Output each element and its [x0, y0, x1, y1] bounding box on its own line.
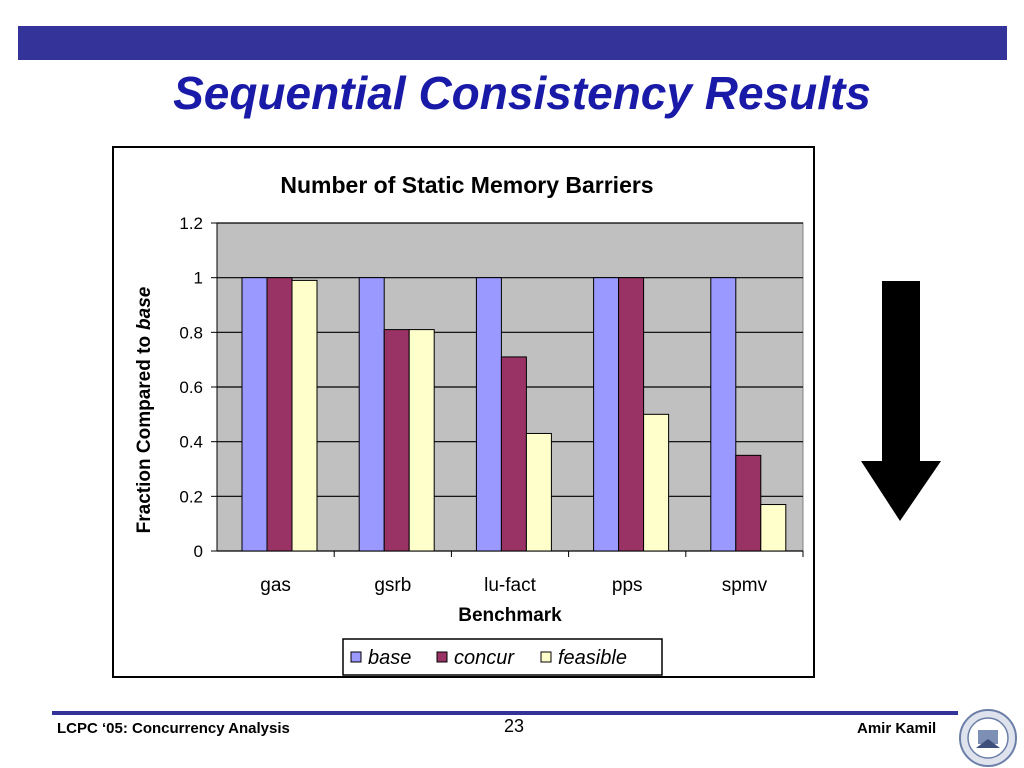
x-tick-label: gsrb	[374, 575, 411, 596]
chart-frame: Number of Static Memory Barriers 0 0.2 0.4…	[112, 146, 815, 678]
down-arrow-icon	[861, 281, 941, 521]
legend-label-concur: concur	[454, 647, 515, 669]
bar-base-spmv	[710, 277, 737, 552]
legend-label-feasible: feasible	[558, 647, 627, 669]
y-axis-label-emphasis: base	[134, 286, 155, 330]
y-tick-label: 0.4	[179, 433, 203, 452]
bar-feasible-pps	[643, 413, 670, 552]
footer-author: Amir Kamil	[857, 720, 937, 737]
bar-base-pps	[593, 277, 620, 552]
y-tick-label: 0.6	[179, 378, 203, 397]
bar-base-gas	[241, 277, 268, 552]
bar-concur-spmv	[735, 454, 762, 552]
legend-swatch-base	[350, 651, 362, 663]
bar-concur-pps	[618, 277, 645, 552]
bar-concur-gas	[266, 277, 293, 552]
x-tick-label: lu-fact	[484, 575, 536, 596]
university-seal-icon	[959, 709, 1017, 767]
legend-swatch-feasible	[540, 651, 552, 663]
legend-label-base: base	[368, 647, 411, 669]
legend-swatch-concur	[436, 651, 448, 663]
x-axis-label: Benchmark	[458, 605, 562, 626]
x-tick-label: spmv	[722, 575, 768, 596]
bar-concur-lu-fact	[500, 356, 527, 552]
y-tick-label: 1	[194, 269, 203, 288]
bar-feasible-gas	[291, 279, 318, 552]
legend-box	[342, 638, 663, 676]
y-tick-label: 0.8	[179, 323, 203, 342]
page-number: 23	[503, 716, 525, 736]
bar-feasible-gsrb	[408, 329, 435, 552]
bar-base-lu-fact	[475, 277, 502, 552]
y-tick-label: 0	[194, 542, 203, 561]
y-tick-label: 0.2	[179, 487, 203, 506]
chart-title: Number of Static Memory Barriers	[280, 172, 653, 198]
bar-feasible-spmv	[760, 504, 787, 552]
y-axis-label: Fraction Compared to base	[134, 286, 155, 533]
footer-divider	[52, 711, 958, 715]
footer-left-text: LCPC ‘05: Concurrency Analysis	[57, 720, 290, 737]
legend: base concur feasible	[342, 638, 663, 676]
bar-base-gsrb	[358, 277, 385, 552]
plot-area: 0 0.2 0.4 0.6 0.8 1 1.2 gas gsrb lu-fact pps spmv	[179, 214, 804, 596]
x-tick-label: gas	[260, 575, 291, 596]
bar-concur-gsrb	[383, 329, 410, 552]
y-tick-label: 1.2	[179, 214, 203, 233]
top-bar	[18, 26, 1007, 60]
y-axis-label-prefix: Fraction Compared to	[134, 336, 155, 533]
slide-title: Sequential Consistency Results	[173, 67, 871, 119]
bar-feasible-lu-fact	[525, 432, 552, 552]
bar-chart: Number of Static Memory Barriers 0 0.2 0.4…	[134, 172, 804, 676]
x-tick-label: pps	[612, 575, 643, 596]
